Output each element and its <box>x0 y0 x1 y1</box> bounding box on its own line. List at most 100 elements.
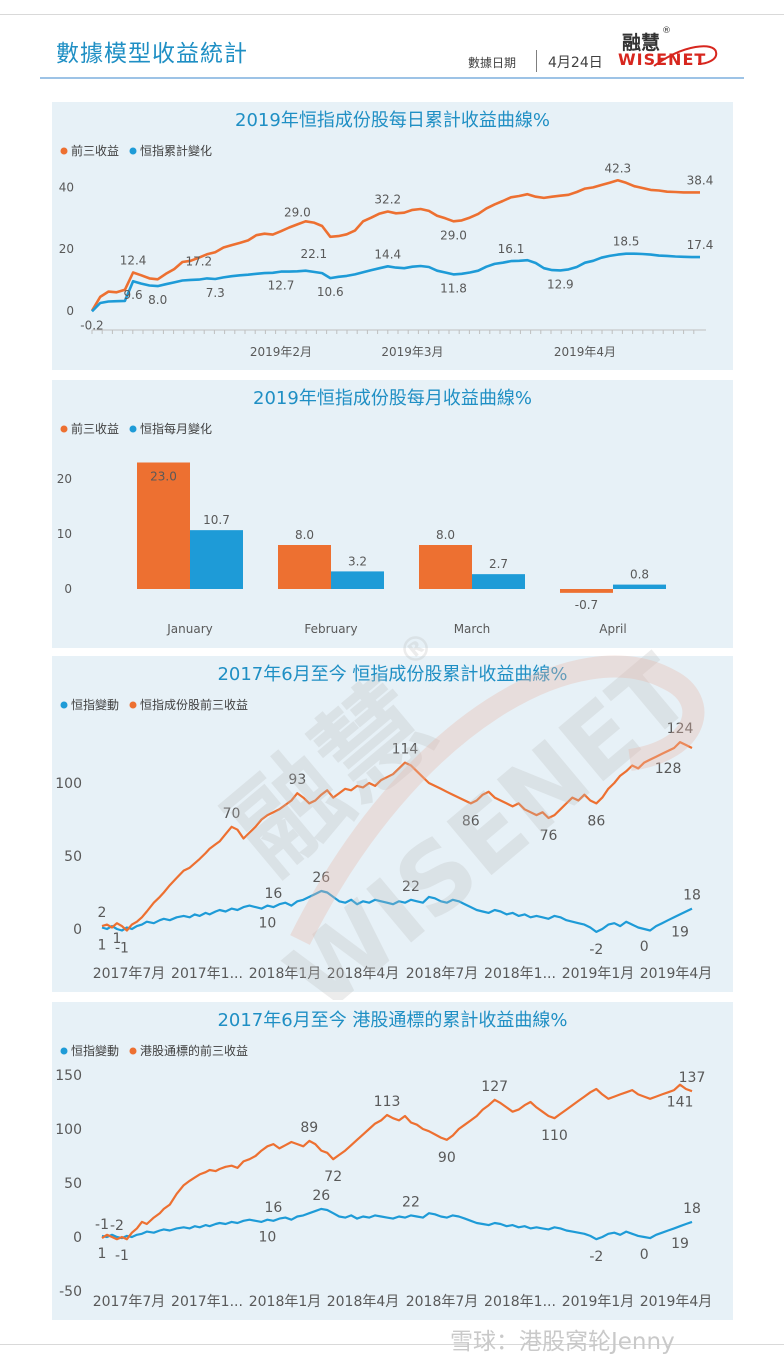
legend-label-1: 恒指每月變化 <box>140 421 212 436</box>
x-tick-label: 2018年1... <box>484 1294 556 1310</box>
y-tick-label: 20 <box>59 242 74 256</box>
data-label: 29.0 <box>440 228 467 242</box>
x-tick-label: 2018年7月 <box>406 966 479 982</box>
data-label: 42.3 <box>604 161 631 175</box>
data-label: 114 <box>392 742 419 758</box>
data-label: 124 <box>667 721 694 737</box>
bar-0-0 <box>137 462 190 589</box>
data-label: 18 <box>683 888 701 904</box>
data-label: 11.8 <box>440 281 467 295</box>
y-tick-label: -50 <box>59 1284 82 1300</box>
legend-marker-0 <box>60 1047 68 1055</box>
data-label: 141 <box>667 1095 694 1111</box>
y-tick-label: 0 <box>66 304 74 318</box>
data-label: 32.2 <box>374 192 401 206</box>
x-tick-label: 2019年1月 <box>562 966 635 982</box>
series-line-1 <box>91 252 700 313</box>
monthly-return-chart-svg: 2019年恒指成份股每月收益曲線% 前三收益 恒指每月變化 0 10 20 23.0 10.7… <box>57 388 666 636</box>
bar-value-label: 23.0 <box>150 470 177 484</box>
series-line-0 <box>101 1207 693 1241</box>
legend-marker-0 <box>60 701 68 709</box>
x-tick-label: 2019年3月 <box>381 345 443 359</box>
data-label: -2 <box>589 942 603 958</box>
legend-label-0: 恒指變動 <box>71 1043 119 1058</box>
data-label: 1 <box>112 931 121 947</box>
series-line-1 <box>101 741 693 932</box>
data-label: -2 <box>589 1249 603 1265</box>
data-label: 17.2 <box>185 255 212 269</box>
data-label: -1 <box>115 940 129 956</box>
bar-value-label: 3.2 <box>348 554 367 568</box>
data-label: 137 <box>679 1070 706 1086</box>
x-tick-label: 2018年1... <box>484 966 556 982</box>
data-label: 113 <box>374 1094 401 1110</box>
footer-divider <box>0 1344 784 1345</box>
data-label: 10 <box>259 916 277 932</box>
bar-0-1 <box>278 545 331 589</box>
x-tick-label: 2019年4月 <box>554 345 616 359</box>
y-tick-label: 50 <box>64 1176 82 1192</box>
legend-label-1: 港股通標的前三收益 <box>140 1043 248 1058</box>
data-label: -2 <box>110 1218 124 1234</box>
legend-marker-0 <box>60 425 68 433</box>
bar-1-1 <box>331 571 384 589</box>
data-label: 72 <box>324 1169 342 1185</box>
x-tick-label: 2018年4月 <box>327 966 400 982</box>
category-label: January <box>166 622 213 636</box>
data-label: 22.1 <box>300 247 327 261</box>
data-label: 128 <box>655 761 682 777</box>
data-label: 12.9 <box>547 277 574 291</box>
x-tick-label: 2018年4月 <box>327 1294 400 1310</box>
legend-marker-1 <box>129 1047 137 1055</box>
southbound-cumulative-chart-svg: 2017年6月至今 港股通標的累計收益曲線% 恒指變動 港股通標的前三收益 -50 0 5… <box>55 1010 713 1310</box>
x-tick-label: 2018年1月 <box>249 966 322 982</box>
page-header: 數據模型收益統計 數據日期 4月24日 融慧 ® WISENET <box>0 0 784 80</box>
bar-0-3 <box>560 589 613 593</box>
data-label: 26 <box>312 1188 330 1204</box>
data-label: 1 <box>98 938 107 954</box>
data-label: 8.0 <box>148 293 167 307</box>
data-label: 70 <box>223 806 241 822</box>
y-tick-label: 50 <box>64 849 82 865</box>
series-line-0 <box>90 179 700 312</box>
data-label: 38.4 <box>687 173 714 187</box>
x-tick-label: 2017年1... <box>171 1294 243 1310</box>
data-label: 1 <box>98 1246 107 1262</box>
southbound-cumulative-chart: 2017年6月至今 港股通標的累計收益曲線% 恒指變動 港股通標的前三收益 -50 0 5… <box>52 1002 733 1320</box>
x-tick-label: 2018年1月 <box>249 1294 322 1310</box>
category-label: February <box>304 622 357 636</box>
logo-chinese: 融慧 <box>622 32 661 54</box>
data-label: 18 <box>683 1201 701 1217</box>
x-tick-label: 2019年1月 <box>562 1294 635 1310</box>
chart-title: 2017年6月至今 恒指成份股累計收益曲線% <box>217 664 567 685</box>
data-label: 9.6 <box>124 288 143 302</box>
footer-credit: 雪球：港股窝轮Jenny <box>450 1329 675 1355</box>
logo-swoosh-icon <box>653 45 718 67</box>
bar-value-label: -0.7 <box>575 598 598 612</box>
header-separator <box>536 50 537 72</box>
y-tick-label: 100 <box>55 1122 82 1138</box>
data-label: 86 <box>587 813 605 829</box>
legend-label-1: 恒指成份股前三收益 <box>140 697 248 712</box>
data-label: 93 <box>288 772 306 788</box>
bar-value-label: 8.0 <box>295 528 314 542</box>
y-tick-label: 0 <box>73 1230 82 1246</box>
data-label: 22 <box>402 1194 420 1210</box>
date-value: 4月24日 <box>548 55 603 71</box>
y-tick-label: 20 <box>57 472 72 486</box>
data-label: 10.6 <box>317 285 344 299</box>
bar-1-3 <box>613 584 666 589</box>
data-label: 19 <box>671 924 689 940</box>
y-tick-label: 10 <box>57 527 72 541</box>
legend-marker-1 <box>129 425 137 433</box>
data-label: 19 <box>671 1236 689 1252</box>
x-tick-label: 2018年7月 <box>406 1294 479 1310</box>
legend-label-0: 恒指變動 <box>71 697 119 712</box>
data-label: 7.3 <box>206 286 225 300</box>
bar-value-label: 8.0 <box>436 528 455 542</box>
data-label: 26 <box>312 870 330 886</box>
data-label: 0 <box>640 939 649 955</box>
category-label: March <box>454 622 491 636</box>
x-tick-label: 2019年4月 <box>640 1294 713 1310</box>
data-label: 17.4 <box>687 238 714 252</box>
